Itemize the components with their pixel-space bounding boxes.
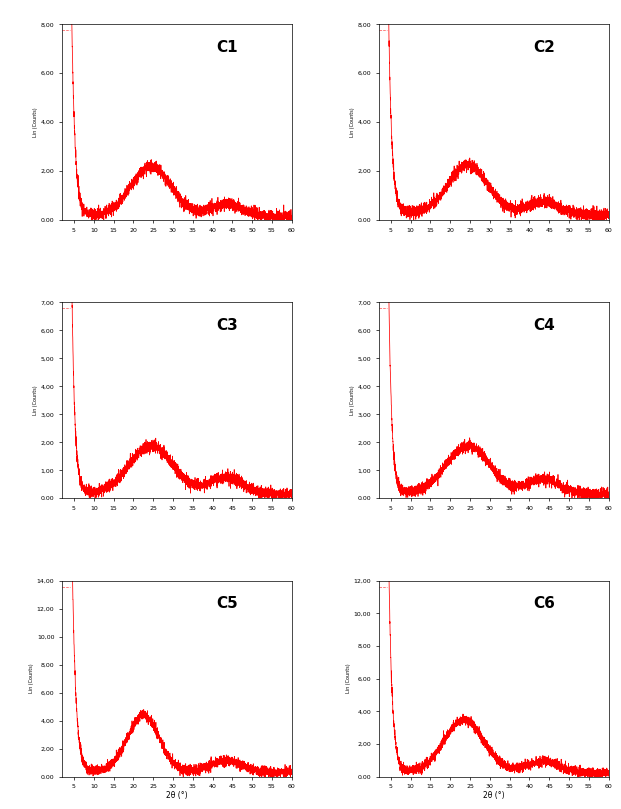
- Text: C4: C4: [533, 318, 555, 333]
- Text: C1: C1: [217, 40, 238, 55]
- X-axis label: 2θ (°): 2θ (°): [483, 790, 505, 799]
- Text: C2: C2: [533, 40, 555, 55]
- Y-axis label: Lin (Counts): Lin (Counts): [350, 386, 355, 415]
- Text: C5: C5: [217, 596, 238, 612]
- X-axis label: 2θ (°): 2θ (°): [166, 790, 188, 799]
- Text: C6: C6: [533, 596, 555, 612]
- Y-axis label: Lin (Counts): Lin (Counts): [33, 108, 38, 137]
- Y-axis label: Lin (Counts): Lin (Counts): [33, 386, 38, 415]
- Y-axis label: Lin (Counts): Lin (Counts): [350, 108, 355, 137]
- Y-axis label: Lin (Counts): Lin (Counts): [346, 664, 351, 693]
- Y-axis label: Lin (Counts): Lin (Counts): [29, 664, 34, 693]
- Text: C3: C3: [217, 318, 238, 333]
